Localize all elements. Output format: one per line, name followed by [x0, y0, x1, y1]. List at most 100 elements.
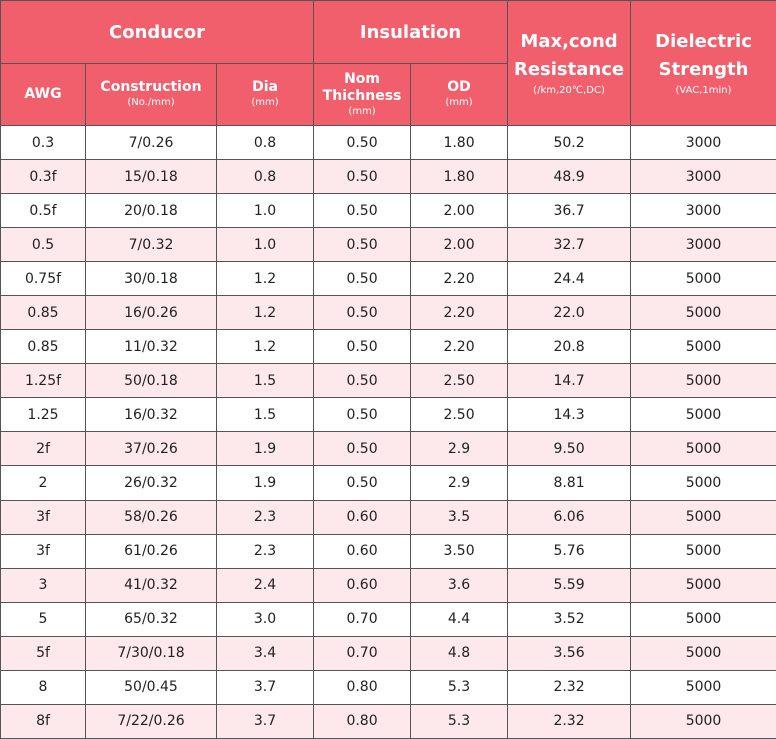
- table-cell: 0.50: [313, 124, 412, 161]
- table-cell: 0.50: [313, 159, 412, 195]
- header-title: Max,cond Resistance: [513, 31, 625, 80]
- header-cell: Insulation: [313, 0, 509, 64]
- table-cell: 5000: [630, 601, 776, 637]
- table-cell: 2: [0, 465, 86, 501]
- header-title: Nom Thichness: [322, 70, 402, 104]
- table-body: 0.3 7/0.26 0.8 0.50 1.80 50.2 3000 0.3f 15/0.18 0…: [0, 124, 776, 739]
- table-cell: 20.8: [507, 329, 632, 365]
- table-cell: 1.80: [410, 159, 509, 195]
- table-cell: 2.20: [410, 261, 509, 297]
- table-cell: 8.81: [507, 465, 632, 501]
- header-cell: Dielectric Strength (VAC,1min): [630, 0, 776, 126]
- table-cell: 3f: [0, 533, 86, 569]
- header-cell: Dia (mm): [215, 63, 315, 126]
- table-cell: 2.32: [507, 703, 632, 739]
- table-cell: 5000: [630, 363, 776, 399]
- table-row: 1.25f 50/0.18 1.5 0.50 2.50 14.7 5000: [0, 363, 776, 399]
- table-cell: 8: [0, 669, 86, 705]
- table-cell: 0.3f: [0, 159, 86, 195]
- table-row: 0.3 7/0.26 0.8 0.50 1.80 50.2 3000: [0, 124, 776, 161]
- table-cell: 3.4: [215, 635, 315, 671]
- table-cell: 2.4: [215, 567, 315, 603]
- table-cell: 5.3: [410, 669, 509, 705]
- table-cell: 0.50: [313, 227, 412, 263]
- header-cell: OD (mm): [410, 63, 509, 126]
- table-cell: 20/0.18: [85, 193, 217, 229]
- table-cell: 1.0: [215, 227, 315, 263]
- table-cell: 8f: [0, 703, 86, 739]
- table-cell: 50.2: [507, 124, 632, 161]
- table-cell: 0.50: [313, 397, 412, 433]
- table-row: 8f 7/22/0.26 3.7 0.80 5.3 2.32 5000: [0, 703, 776, 739]
- table-cell: 1.9: [215, 431, 315, 467]
- header-title: Construction: [100, 79, 202, 95]
- table-cell: 0.85: [0, 329, 86, 365]
- table-cell: 5.59: [507, 567, 632, 603]
- table-cell: 0.85: [0, 295, 86, 331]
- header-cell: Max,cond Resistance (/km,20℃,DC): [507, 0, 632, 126]
- table-cell: 5f: [0, 635, 86, 671]
- table-cell: 26/0.32: [85, 465, 217, 501]
- table-cell: 3f: [0, 499, 86, 535]
- table-row: 0.85 16/0.26 1.2 0.50 2.20 22.0 5000: [0, 295, 776, 331]
- table-cell: 5000: [630, 465, 776, 501]
- table-cell: 4.8: [410, 635, 509, 671]
- table-cell: 14.3: [507, 397, 632, 433]
- table-cell: 3: [0, 567, 86, 603]
- table-cell: 0.50: [313, 431, 412, 467]
- header-title: OD: [447, 79, 471, 95]
- table-row: 3 41/0.32 2.4 0.60 3.6 5.59 5000: [0, 567, 776, 603]
- table-cell: 32.7: [507, 227, 632, 263]
- header-title: Dielectric Strength: [655, 31, 752, 80]
- table-cell: 2.00: [410, 193, 509, 229]
- table-cell: 5.3: [410, 703, 509, 739]
- table-row: 5 65/0.32 3.0 0.70 4.4 3.52 5000: [0, 601, 776, 637]
- table-cell: 3.6: [410, 567, 509, 603]
- table-cell: 15/0.18: [85, 159, 217, 195]
- table-row: 0.75f 30/0.18 1.2 0.50 2.20 24.4 5000: [0, 261, 776, 297]
- table-cell: 65/0.32: [85, 601, 217, 637]
- table-row: 8 50/0.45 3.7 0.80 5.3 2.32 5000: [0, 669, 776, 705]
- table-cell: 5000: [630, 295, 776, 331]
- table-cell: 16/0.32: [85, 397, 217, 433]
- header-unit: (mm): [251, 97, 279, 108]
- table-cell: 1.25f: [0, 363, 86, 399]
- table-row: 0.85 11/0.32 1.2 0.50 2.20 20.8 5000: [0, 329, 776, 365]
- table-cell: 0.60: [313, 499, 412, 535]
- table-cell: 14.7: [507, 363, 632, 399]
- table-cell: 1.5: [215, 397, 315, 433]
- table-cell: 7/30/0.18: [85, 635, 217, 671]
- table-cell: 0.50: [313, 465, 412, 501]
- table-cell: 50/0.18: [85, 363, 217, 399]
- table-cell: 3.5: [410, 499, 509, 535]
- table-row: 0.3f 15/0.18 0.8 0.50 1.80 48.9 3000: [0, 159, 776, 195]
- table-cell: 16/0.26: [85, 295, 217, 331]
- table-row: 5f 7/30/0.18 3.4 0.70 4.8 3.56 5000: [0, 635, 776, 671]
- table-cell: 0.70: [313, 601, 412, 637]
- table-cell: 1.2: [215, 261, 315, 297]
- table-cell: 0.8: [215, 124, 315, 161]
- table-row: 0.5 7/0.32 1.0 0.50 2.00 32.7 3000: [0, 227, 776, 263]
- table-cell: 2.20: [410, 329, 509, 365]
- table-cell: 1.2: [215, 329, 315, 365]
- table-cell: 0.8: [215, 159, 315, 195]
- table-cell: 3000: [630, 227, 776, 263]
- table-cell: 5000: [630, 261, 776, 297]
- table-cell: 0.5: [0, 227, 86, 263]
- table-cell: 48.9: [507, 159, 632, 195]
- table-cell: 50/0.45: [85, 669, 217, 705]
- table-cell: 3.7: [215, 669, 315, 705]
- table-cell: 0.80: [313, 703, 412, 739]
- table-cell: 3.7: [215, 703, 315, 739]
- table-cell: 2.50: [410, 397, 509, 433]
- table-row: 2f 37/0.26 1.9 0.50 2.9 9.50 5000: [0, 431, 776, 467]
- table-cell: 5000: [630, 533, 776, 569]
- header-unit: (No./mm): [127, 97, 175, 108]
- table-cell: 1.80: [410, 124, 509, 161]
- table-cell: 0.50: [313, 329, 412, 365]
- table-cell: 61/0.26: [85, 533, 217, 569]
- header-unit: (/km,20℃,DC): [533, 85, 605, 96]
- table-cell: 4.4: [410, 601, 509, 637]
- table-cell: 0.75f: [0, 261, 86, 297]
- table-cell: 0.50: [313, 295, 412, 331]
